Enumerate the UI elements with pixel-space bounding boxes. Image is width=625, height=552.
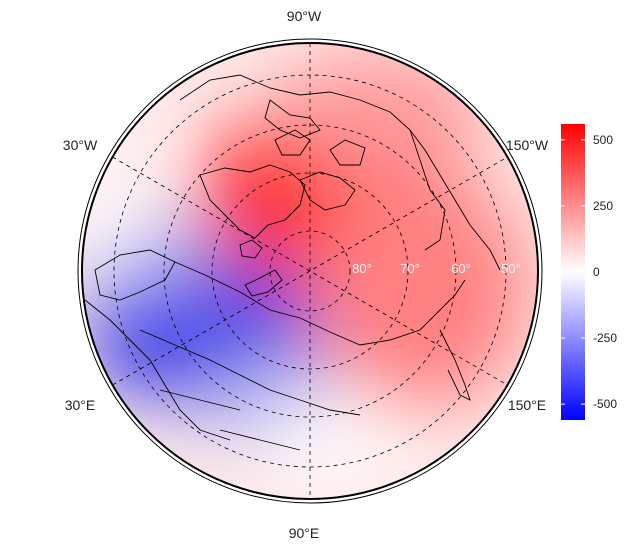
colorbar-tick-label: 0 <box>593 265 600 279</box>
lat-circle-70 <box>211 172 409 370</box>
colorbar-tick-label: -250 <box>593 331 617 345</box>
lon-label-90w: 90°W <box>287 8 322 24</box>
kamchatka <box>439 329 471 401</box>
lat-label-80: 80° <box>352 261 372 276</box>
colorbar-tick-label: 500 <box>593 133 613 147</box>
lat-label-60: 60° <box>451 261 471 276</box>
lat-circle-80 <box>269 230 351 312</box>
map-border-outer <box>77 38 543 504</box>
svalbard <box>239 239 263 259</box>
alaska-coast <box>409 129 501 271</box>
north-america-coast <box>179 74 446 251</box>
novaya-zemlya <box>244 269 283 297</box>
lat-label-50: 50° <box>501 261 521 276</box>
canadian-archipelago <box>274 129 366 211</box>
asia-interior-borders <box>139 329 361 451</box>
lat-circle-60 <box>163 124 457 418</box>
lon-label-90e: 90°E <box>289 525 320 541</box>
lon-label-30e: 30°E <box>65 397 96 413</box>
lon-label-30w: 30°W <box>63 137 98 153</box>
europe-coast <box>84 299 231 441</box>
siberia-coast <box>174 261 466 346</box>
colorbar: 500 250 0 -250 -500 <box>561 124 617 420</box>
graticule <box>112 43 508 499</box>
scandinavia-coast <box>94 249 176 301</box>
lat-label-70: 70° <box>400 261 420 276</box>
lon-label-150e: 150°E <box>508 397 546 413</box>
colorbar-tick-label: -500 <box>593 397 617 411</box>
colorbar-tick-label: 250 <box>593 199 613 213</box>
lon-label-150w: 150°W <box>506 137 549 153</box>
map-border <box>81 42 539 500</box>
